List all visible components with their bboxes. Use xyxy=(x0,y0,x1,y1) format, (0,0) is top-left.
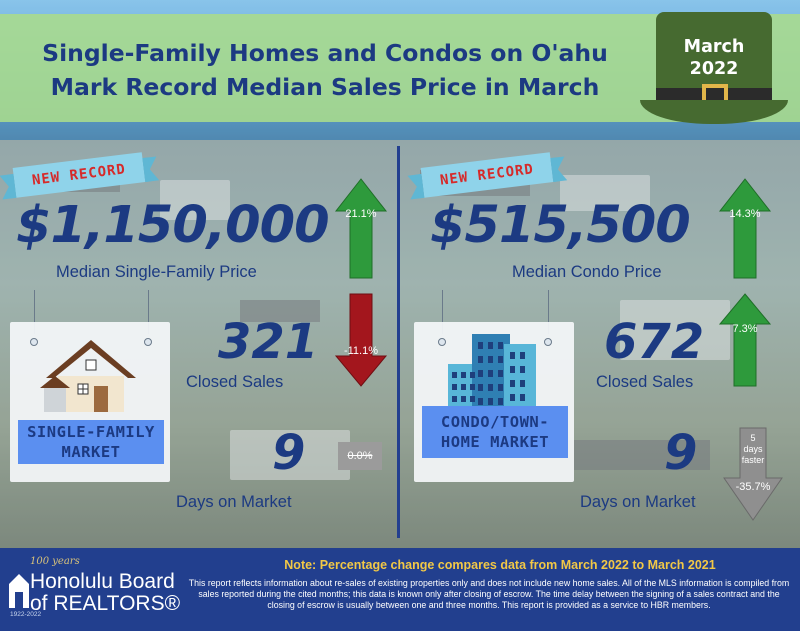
honolulu-board-logo: 100 years Honolulu Board of REALTORS® 19… xyxy=(8,556,184,626)
card-string xyxy=(148,290,149,334)
card-string xyxy=(548,290,549,334)
title-line-2: Mark Record Median Sales Price in March xyxy=(50,73,600,101)
condo-days-on-market-label: Days on Market xyxy=(580,493,696,511)
condo-building-icon xyxy=(448,334,536,414)
up-arrow-icon: 14.3% xyxy=(718,178,772,279)
house-shape xyxy=(560,175,650,211)
card-label-line-1: CONDO/TOWN- xyxy=(440,413,550,431)
single-family-days-on-market: 9 xyxy=(272,425,306,481)
single-family-market-label: SINGLE-FAMILY MARKET xyxy=(18,420,164,464)
house-icon xyxy=(40,340,136,412)
single-family-closed-sales: 321 xyxy=(218,314,319,370)
logo-year-range: 1922-2022 xyxy=(10,611,42,618)
logo-name-line-2: of REALTORS® xyxy=(30,592,181,615)
up-arrow-shape xyxy=(718,293,772,387)
page-title: Single-Family Homes and Condos on O'ahu … xyxy=(30,36,620,104)
condo-days-on-market: 9 xyxy=(664,425,698,481)
card-pin xyxy=(544,338,552,346)
down-arrow-shape xyxy=(334,293,388,387)
single-family-dom-change-badge: 0.0% xyxy=(338,442,382,470)
house-shape xyxy=(620,300,730,360)
card-label-line-1: SINGLE-FAMILY xyxy=(27,423,155,441)
condo-market-label: CONDO/TOWN- HOME MARKET xyxy=(422,406,568,458)
card-pin xyxy=(438,338,446,346)
up-arrow-shape xyxy=(334,178,388,279)
single-family-median-price: $1,150,000 xyxy=(16,196,330,255)
condo-sales-change: 7.3% xyxy=(732,323,757,335)
up-arrow-icon: 21.1% xyxy=(334,178,388,279)
condo-price-change: 14.3% xyxy=(729,208,760,220)
card-pin xyxy=(144,338,152,346)
condo-closed-sales-label: Closed Sales xyxy=(596,373,694,391)
house-shape xyxy=(230,430,350,480)
single-family-closed-sales-label: Closed Sales xyxy=(186,373,284,391)
leprechaun-hat-badge: March 2022 xyxy=(640,12,788,127)
report-year: 2022 xyxy=(689,59,739,79)
roof-shape xyxy=(240,300,320,322)
column-divider xyxy=(397,146,400,538)
single-family-market-card: SINGLE-FAMILY MARKET xyxy=(10,322,170,482)
card-label-line-2: MARKET xyxy=(61,443,121,461)
single-family-median-price-label: Median Single-Family Price xyxy=(56,263,257,281)
down-arrow-icon: -11.1% xyxy=(334,293,388,387)
title-line-1: Single-Family Homes and Condos on O'ahu xyxy=(42,39,608,67)
card-label-line-2: HOME MARKET xyxy=(440,433,550,451)
roof-shape xyxy=(560,440,710,470)
hat-brim xyxy=(640,100,788,124)
single-family-sales-change: -11.1% xyxy=(344,345,378,357)
disclaimer-text: This report reflects information about r… xyxy=(188,578,790,610)
condo-closed-sales: 672 xyxy=(604,314,705,370)
up-arrow-shape xyxy=(718,178,772,279)
card-string xyxy=(34,290,35,334)
single-family-price-change: 21.1% xyxy=(345,208,376,220)
single-family-days-on-market-label: Days on Market xyxy=(176,493,292,511)
condo-median-price-label: Median Condo Price xyxy=(512,263,662,281)
logo-years: 100 years xyxy=(30,556,80,567)
report-date: March 2022 xyxy=(656,36,772,80)
condo-market-card: CONDO/TOWN- HOME MARKET xyxy=(414,322,574,482)
footer: 100 years Honolulu Board of REALTORS® 19… xyxy=(0,548,800,631)
logo-name-line-1: Honolulu Board xyxy=(30,570,175,593)
card-string xyxy=(442,290,443,334)
condo-median-price: $515,500 xyxy=(430,196,691,255)
logo-house-icon xyxy=(9,574,29,608)
house-shape xyxy=(160,180,230,220)
days-faster-line-2: days xyxy=(743,444,763,454)
hat-crown xyxy=(656,12,772,92)
down-arrow-shape xyxy=(723,427,783,521)
card-pin xyxy=(30,338,38,346)
percentage-note: Note: Percentage change compares data fr… xyxy=(284,558,716,572)
condo-dom-change: -35.7% xyxy=(736,481,771,493)
report-month: March xyxy=(683,37,745,57)
days-faster-line-3: faster xyxy=(742,455,765,465)
down-arrow-icon: 5 days faster -35.7% xyxy=(723,427,783,521)
up-arrow-icon: 7.3% xyxy=(718,293,772,387)
single-family-dom-change: 0.0% xyxy=(347,450,373,462)
days-faster-line-1: 5 xyxy=(750,433,755,443)
